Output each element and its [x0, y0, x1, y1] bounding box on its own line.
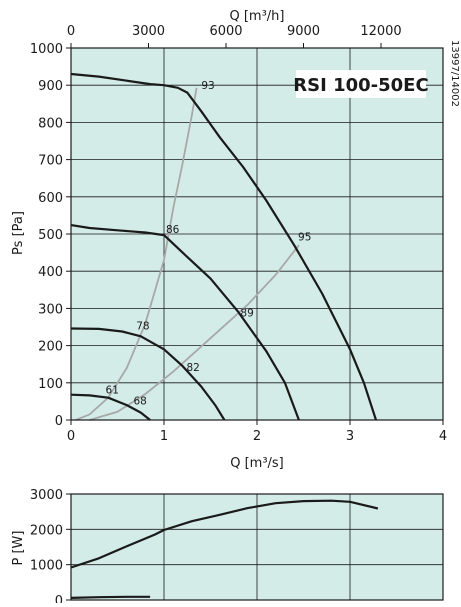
pressure-curve-1: [70, 72, 378, 421]
top-plot-frame: [70, 47, 444, 421]
x-tick-label: 2: [253, 429, 261, 444]
x-tick-label: 4: [439, 429, 447, 444]
bottom-plot-frame: [70, 493, 444, 601]
power-curve-1: [70, 499, 379, 569]
y-tick-label: 500: [38, 228, 63, 243]
efficiency-label: 82: [186, 362, 199, 374]
power-curves: [70, 499, 379, 599]
pressure-curve-4: [70, 393, 151, 421]
efficiency-line-1: [75, 87, 198, 421]
y-tick-label: 200: [38, 340, 63, 355]
y-tick-label: 800: [38, 116, 63, 131]
efficiency-label: 68: [133, 395, 146, 407]
pressure-curve-2: [70, 224, 300, 421]
efficiency-label: 86: [166, 224, 180, 236]
y-tick-label: 400: [38, 265, 63, 280]
efficiency-label: 61: [106, 385, 119, 397]
y-tick-label: 100: [38, 377, 63, 392]
efficiency-label: 93: [201, 80, 214, 92]
bottom-frame-border: [70, 493, 444, 601]
pressure-curve-3: [70, 327, 226, 421]
bottom-tick-labels: 0 1000 2000 3000: [30, 488, 63, 607]
y-tick-label: 0: [55, 414, 63, 429]
y-axis-label: Ps [Pa]: [11, 211, 26, 255]
x-tick-label: 3: [346, 429, 354, 444]
x-axis-label: Q [m³/s]: [230, 456, 284, 471]
efficiency-line-2: [89, 244, 300, 421]
x2-tick-label: 0: [67, 24, 75, 39]
title-box: [296, 70, 426, 98]
power-tick-label: 1000: [30, 559, 63, 574]
top-frame-border: [70, 47, 444, 421]
efficiency-label: 78: [136, 321, 149, 333]
power-tick-label: 0: [55, 594, 63, 603]
power-tick-label: 3000: [30, 488, 63, 503]
power-curve-2: [70, 595, 151, 599]
x2-tick-label: 3000: [132, 24, 165, 39]
x2-tick-label: 12000: [360, 24, 401, 39]
x2-tick-label: 9000: [287, 24, 320, 39]
efficiency-label: 89: [240, 308, 253, 320]
chart-title: RSI 100-50EC: [293, 75, 428, 96]
x2-tick-label: 6000: [209, 24, 242, 39]
efficiency-annotations: 93 86 95 78 89 82 61 68: [106, 80, 312, 407]
efficiency-lines: [75, 87, 300, 421]
y-tick-label: 700: [38, 154, 63, 169]
y-tick-label: 300: [38, 302, 63, 317]
x-tick-label: 0: [67, 429, 75, 444]
y-tick-label: 600: [38, 191, 63, 206]
x2-axis-label: Q [m³/h]: [229, 9, 284, 24]
top-tick-labels: 0 100 200 300 400 500 600 700 800 900 1000 0 1 2 3 4 0 30…: [30, 24, 447, 444]
power-axis-label: P [W]: [11, 531, 26, 566]
pressure-curves: [70, 72, 378, 421]
efficiency-label: 95: [298, 232, 311, 244]
side-label: 13997/14002: [449, 40, 460, 107]
x-tick-label: 1: [160, 429, 168, 444]
y-tick-label: 1000: [30, 42, 63, 57]
power-tick-label: 2000: [30, 523, 63, 538]
y-tick-label: 900: [38, 79, 63, 94]
